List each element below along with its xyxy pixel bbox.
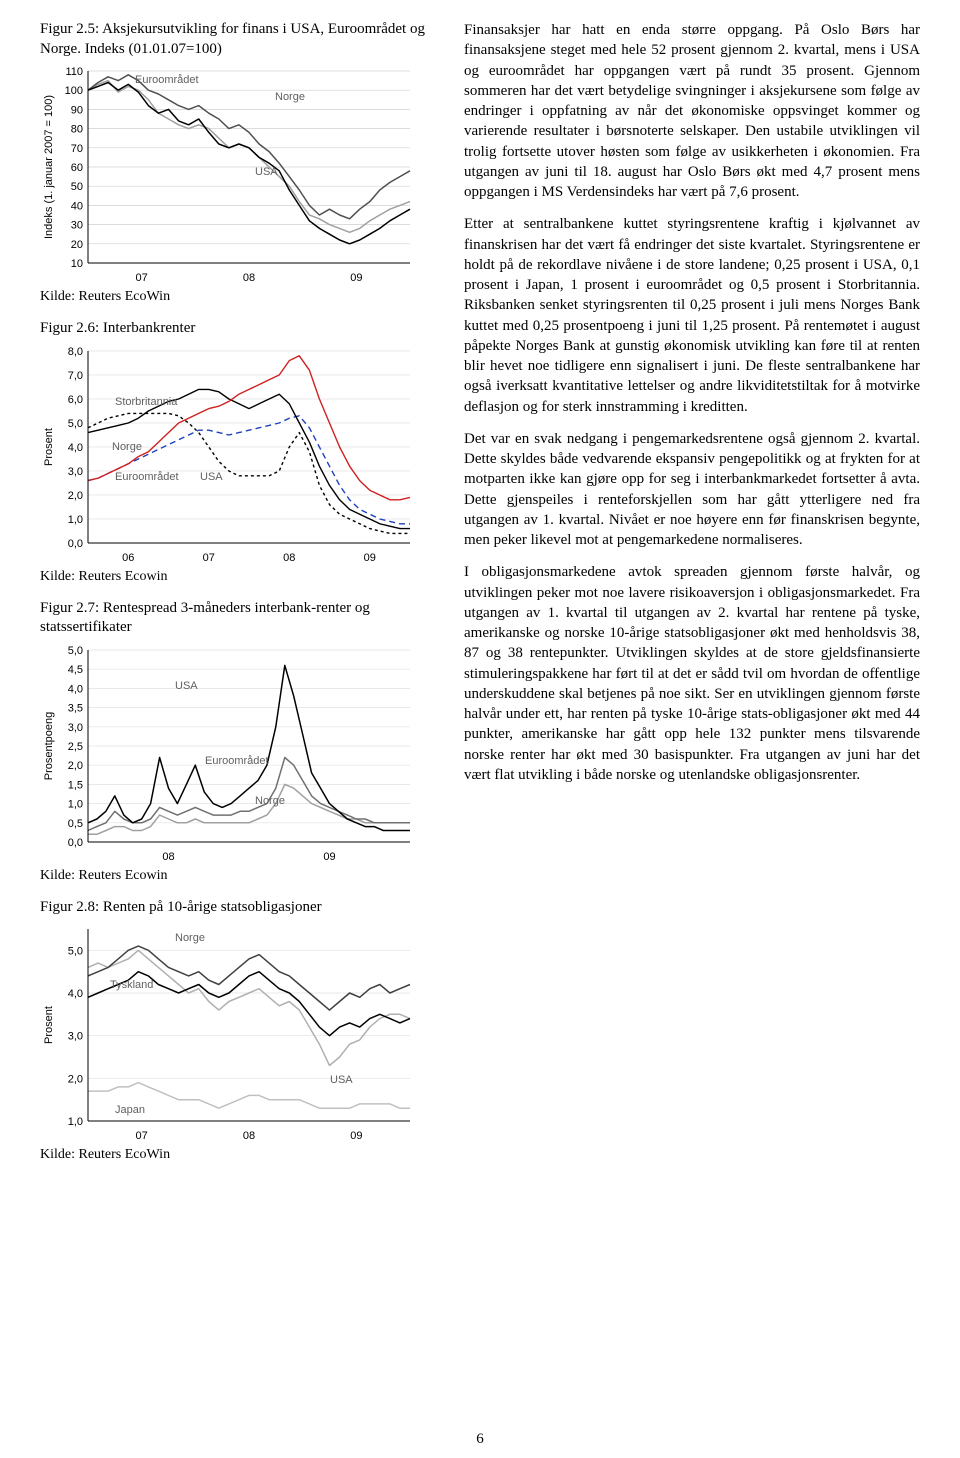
svg-text:09: 09: [323, 851, 335, 863]
svg-text:Storbritannia: Storbritannia: [115, 396, 178, 408]
svg-text:1,5: 1,5: [68, 779, 83, 791]
svg-text:07: 07: [203, 552, 215, 564]
svg-text:1,0: 1,0: [68, 798, 83, 810]
fig28-chart: 1,0 2,0 3,0 4,0 5,0 07 08 09 Prosent Norge Tysklan…: [40, 923, 440, 1143]
svg-text:06: 06: [122, 552, 134, 564]
svg-text:0,5: 0,5: [68, 817, 83, 829]
svg-text:3,5: 3,5: [68, 702, 83, 714]
paragraph-1: Finansaksjer har hatt en enda større opp…: [464, 20, 920, 202]
svg-text:4,0: 4,0: [68, 988, 83, 1000]
svg-text:10: 10: [71, 258, 83, 270]
svg-text:6,0: 6,0: [68, 394, 83, 406]
page-number: 6: [476, 1431, 484, 1448]
svg-text:60: 60: [71, 162, 83, 174]
svg-text:2,0: 2,0: [68, 760, 83, 772]
svg-text:Prosent: Prosent: [43, 428, 55, 466]
fig26-title: Figur 2.6: Interbankrenter: [40, 319, 440, 339]
svg-text:USA: USA: [200, 471, 223, 483]
svg-text:0,0: 0,0: [68, 538, 83, 550]
svg-text:Tyskland: Tyskland: [110, 979, 153, 991]
svg-text:4,0: 4,0: [68, 683, 83, 695]
svg-text:08: 08: [283, 552, 295, 564]
svg-text:Euroområdet: Euroområdet: [205, 755, 269, 767]
svg-text:Norge: Norge: [255, 795, 285, 807]
svg-text:20: 20: [71, 239, 83, 251]
svg-text:2,0: 2,0: [68, 1073, 83, 1085]
svg-text:4,5: 4,5: [68, 664, 83, 676]
fig27-source: Kilde: Reuters Ecowin: [40, 868, 440, 884]
svg-text:3,0: 3,0: [68, 1031, 83, 1043]
svg-text:40: 40: [71, 200, 83, 212]
svg-text:USA: USA: [255, 166, 278, 178]
svg-text:Japan: Japan: [115, 1104, 145, 1116]
svg-text:07: 07: [136, 272, 148, 284]
svg-text:100: 100: [65, 85, 83, 97]
svg-text:Prosentpoeng: Prosentpoeng: [43, 711, 55, 780]
svg-text:5,0: 5,0: [68, 945, 83, 957]
svg-text:Indeks (1. januar 2007 = 100): Indeks (1. januar 2007 = 100): [43, 95, 55, 239]
svg-text:USA: USA: [175, 680, 198, 692]
fig25-source: Kilde: Reuters EcoWin: [40, 289, 440, 305]
svg-text:08: 08: [243, 1130, 255, 1142]
svg-text:7,0: 7,0: [68, 370, 83, 382]
svg-text:110: 110: [65, 66, 83, 78]
fig25-title: Figur 2.5: Aksjekursutvikling for finans…: [40, 20, 440, 59]
paragraph-3: Det var en svak nedgang i pengemarkedsre…: [464, 429, 920, 551]
svg-text:1,0: 1,0: [68, 514, 83, 526]
fig27-chart: 0,0 0,5 1,0 1,5 2,0 2,5 3,0 3,5 4,0 4,5 5,0 08 09 Pro…: [40, 644, 440, 864]
fig27-title: Figur 2.7: Rentespread 3-måneders interb…: [40, 599, 440, 638]
svg-text:0,0: 0,0: [68, 837, 83, 849]
fig28-title: Figur 2.8: Renten på 10-årige statsoblig…: [40, 898, 440, 918]
svg-text:07: 07: [136, 1130, 148, 1142]
svg-text:5,0: 5,0: [68, 418, 83, 430]
fig28-source: Kilde: Reuters EcoWin: [40, 1147, 440, 1163]
svg-text:Norge: Norge: [275, 91, 305, 103]
fig26-chart: 0,0 1,0 2,0 3,0 4,0 5,0 6,0 7,0 8,0 06 07 08 09 Prose…: [40, 345, 440, 565]
svg-text:Prosent: Prosent: [43, 1006, 55, 1044]
svg-text:70: 70: [71, 143, 83, 155]
svg-text:30: 30: [71, 220, 83, 232]
svg-text:Norge: Norge: [175, 932, 205, 944]
fig25-chart: 10 20 30 40 50 60 70 80 90 100 110 07 08 09 Indeks (1.…: [40, 65, 440, 285]
svg-text:Euroområdet: Euroområdet: [115, 471, 179, 483]
svg-text:2,0: 2,0: [68, 490, 83, 502]
paragraph-2: Etter at sentralbankene kuttet styringsr…: [464, 214, 920, 417]
svg-text:Euroområdet: Euroområdet: [135, 74, 199, 86]
svg-text:08: 08: [162, 851, 174, 863]
svg-text:3,0: 3,0: [68, 466, 83, 478]
fig26-source: Kilde: Reuters Ecowin: [40, 569, 440, 585]
svg-text:09: 09: [350, 272, 362, 284]
svg-text:80: 80: [71, 124, 83, 136]
body-text: Finansaksjer har hatt en enda større opp…: [464, 20, 920, 1177]
svg-text:2,5: 2,5: [68, 741, 83, 753]
svg-text:1,0: 1,0: [68, 1116, 83, 1128]
svg-text:08: 08: [243, 272, 255, 284]
svg-text:09: 09: [350, 1130, 362, 1142]
svg-text:5,0: 5,0: [68, 645, 83, 657]
svg-text:50: 50: [71, 181, 83, 193]
svg-text:90: 90: [71, 104, 83, 116]
svg-text:09: 09: [364, 552, 376, 564]
svg-text:3,0: 3,0: [68, 721, 83, 733]
svg-text:Norge: Norge: [112, 441, 142, 453]
svg-text:USA: USA: [330, 1074, 353, 1086]
paragraph-4: I obligasjonsmarkedene avtok spreaden gj…: [464, 562, 920, 785]
svg-text:8,0: 8,0: [68, 346, 83, 358]
svg-text:4,0: 4,0: [68, 442, 83, 454]
